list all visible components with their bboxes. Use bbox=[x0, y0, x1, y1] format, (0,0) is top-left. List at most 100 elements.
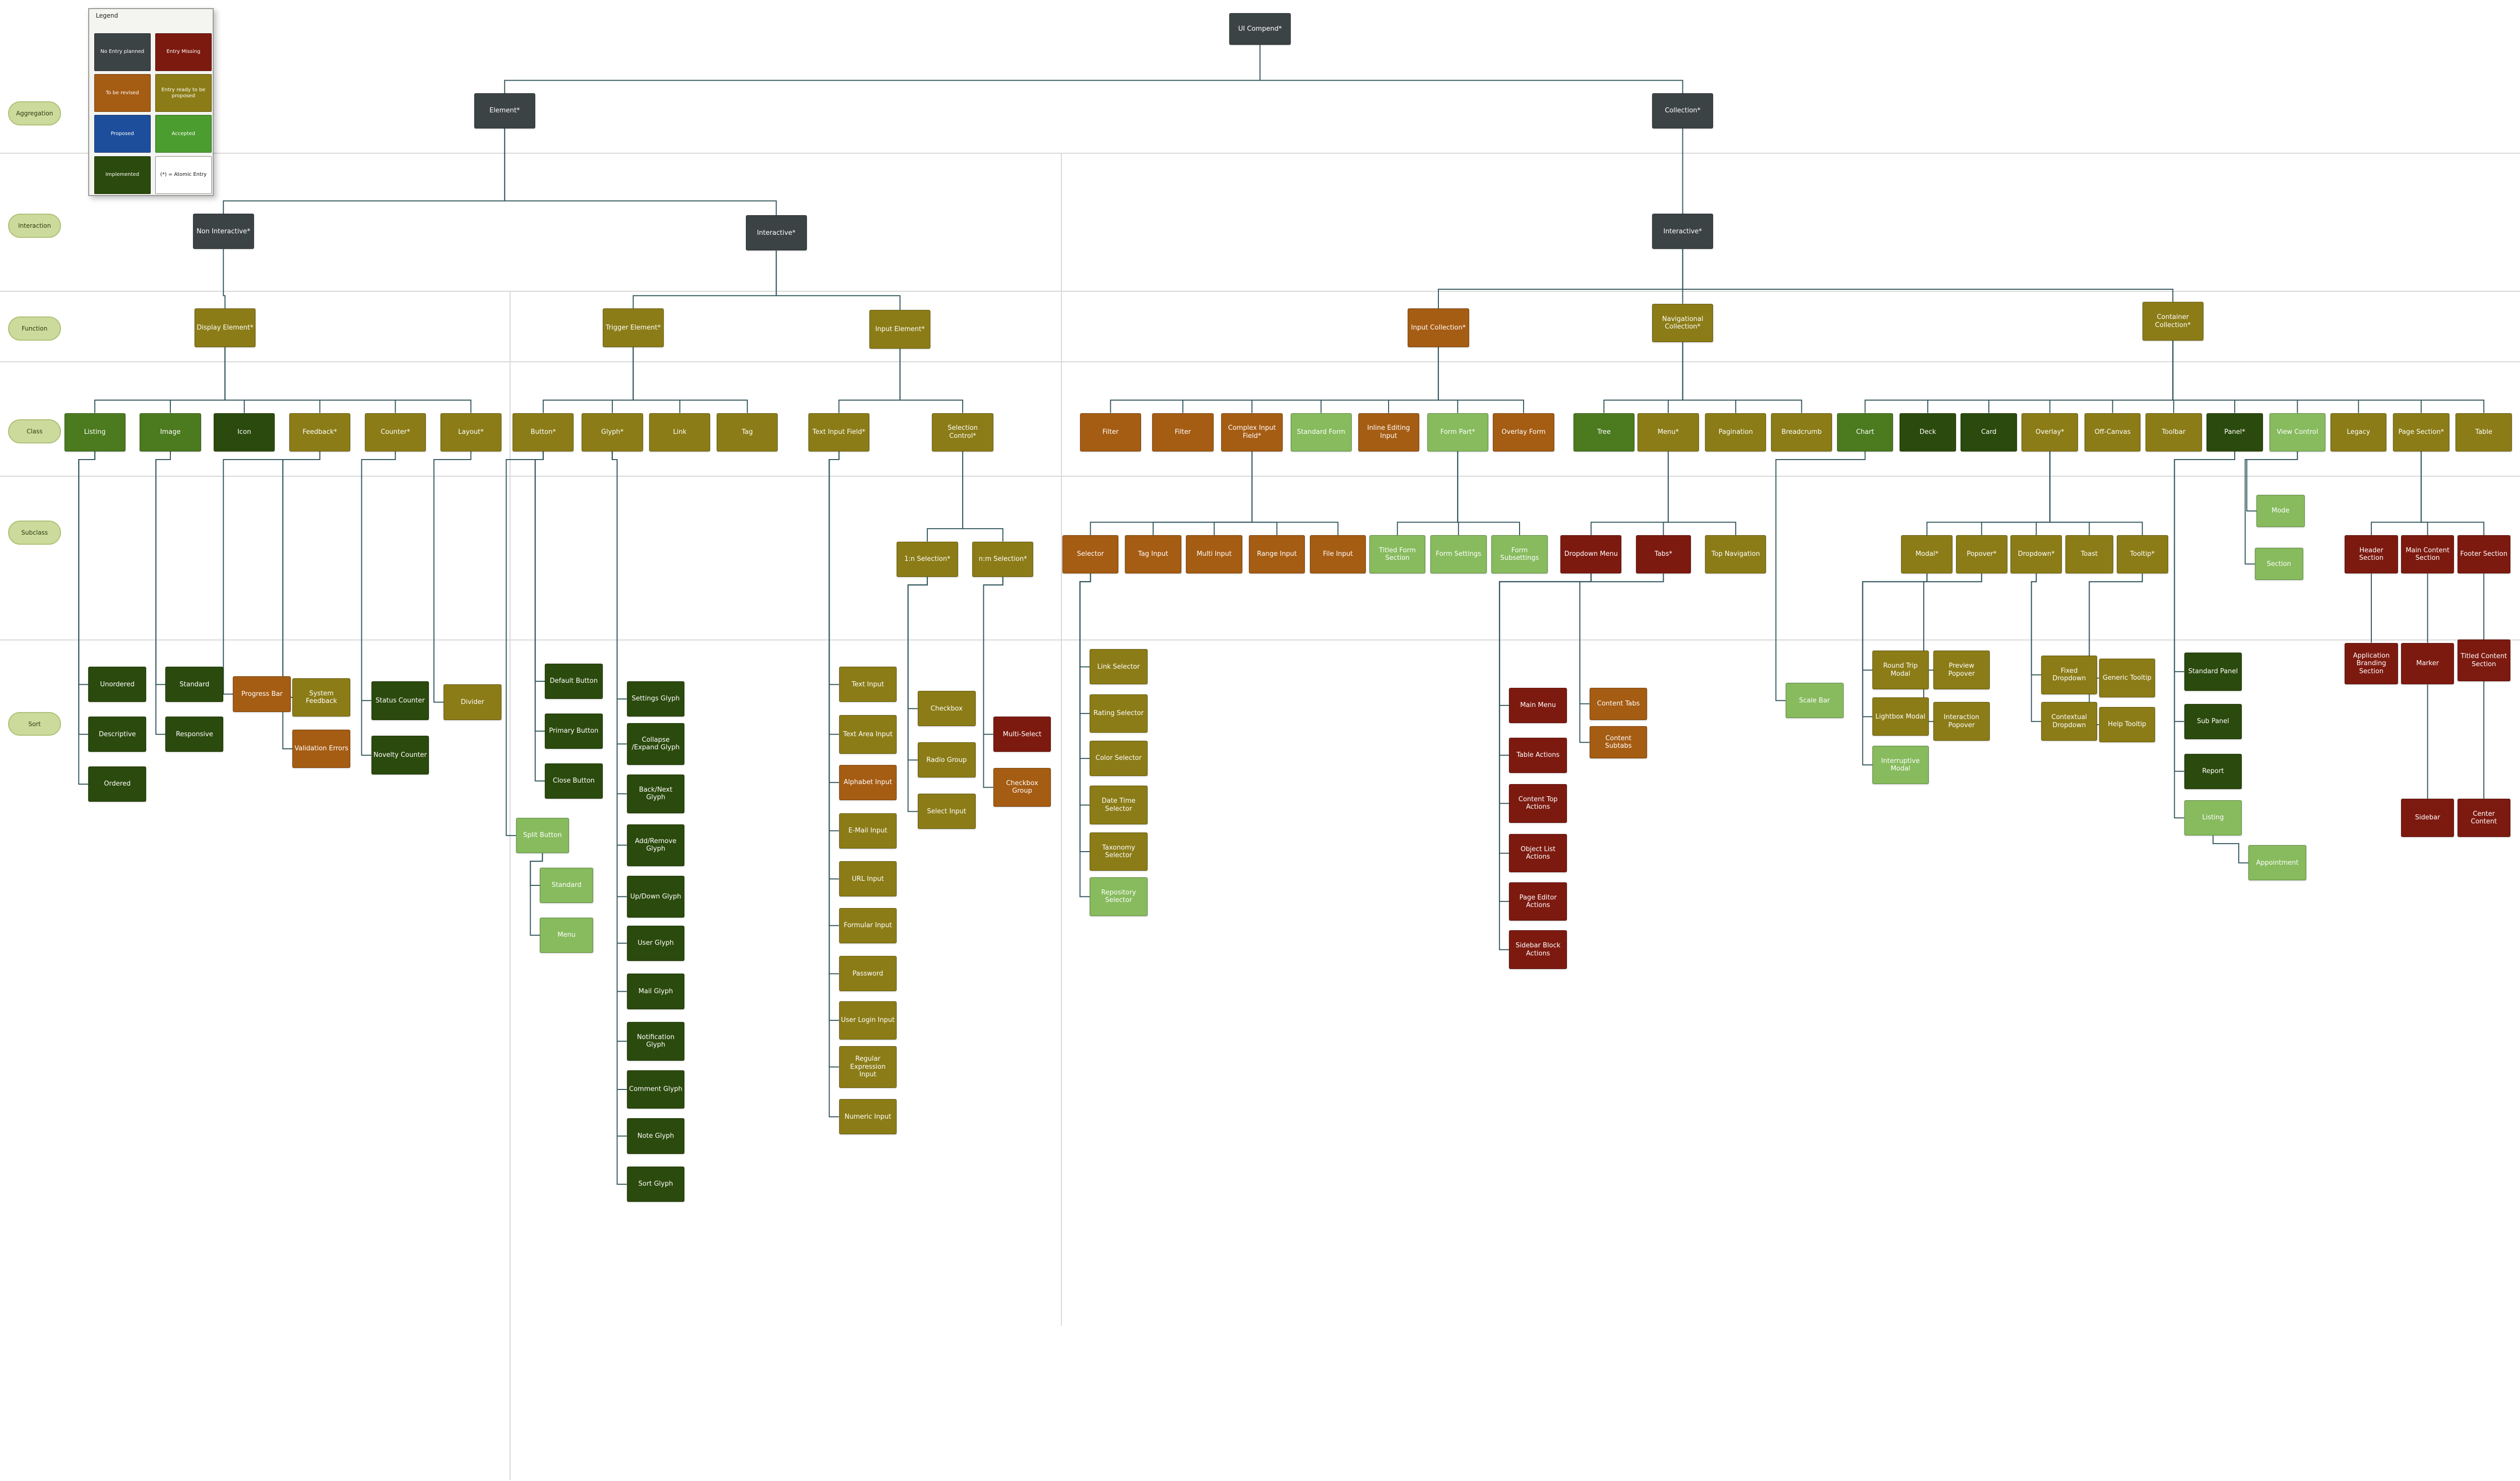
node-range-input[interactable]: Range Input bbox=[1248, 535, 1305, 574]
node-appointment[interactable]: Appointment bbox=[2248, 845, 2306, 881]
node-mail-glyph[interactable]: Mail Glyph bbox=[626, 974, 685, 1009]
node-tag-input[interactable]: Tag Input bbox=[1125, 535, 1181, 574]
node-status-counter[interactable]: Status Counter bbox=[371, 681, 429, 720]
node-standard-button[interactable]: Standard bbox=[540, 867, 593, 904]
node-popover[interactable]: Popover* bbox=[1956, 535, 2007, 574]
node-standard-form[interactable]: Standard Form bbox=[1290, 413, 1352, 452]
node-add-remove-glyph[interactable]: Add/Remove Glyph bbox=[626, 824, 685, 866]
node-image[interactable]: Image bbox=[140, 413, 201, 452]
node-regular-expression-input[interactable]: Regular Expression Input bbox=[839, 1046, 897, 1088]
node-standard-image[interactable]: Standard bbox=[165, 667, 224, 702]
node-menu[interactable]: Menu* bbox=[1637, 413, 1699, 452]
node-generic-tooltip[interactable]: Generic Tooltip bbox=[2099, 659, 2156, 697]
node-toast[interactable]: Toast bbox=[2065, 535, 2114, 574]
node-header-section[interactable]: Header Section bbox=[2345, 535, 2398, 574]
node-legacy[interactable]: Legacy bbox=[2330, 413, 2387, 452]
node-form-settings[interactable]: Form Settings bbox=[1430, 535, 1487, 574]
node-counter[interactable]: Counter* bbox=[364, 413, 426, 452]
node-mode[interactable]: Mode bbox=[2256, 495, 2305, 527]
node-selection-control[interactable]: Selection Control* bbox=[932, 413, 993, 452]
node-breadcrumb[interactable]: Breadcrumb bbox=[1771, 413, 1833, 452]
node-checkbox[interactable]: Checkbox bbox=[917, 691, 976, 727]
node-numeric-input[interactable]: Numeric Input bbox=[839, 1099, 897, 1135]
node-alphabet-input[interactable]: Alphabet Input bbox=[839, 764, 897, 800]
node-titled-content-section[interactable]: Titled Content Section bbox=[2457, 639, 2510, 682]
node-form-subsettings[interactable]: Form Subsettings bbox=[1491, 535, 1548, 574]
node-display-element[interactable]: Display Element* bbox=[194, 308, 256, 347]
node-page-editor-actions[interactable]: Page Editor Actions bbox=[1509, 882, 1567, 921]
node-fixed-dropdown[interactable]: Fixed Dropdown bbox=[2041, 656, 2098, 694]
node-novelty-counter[interactable]: Novelty Counter bbox=[371, 736, 429, 775]
node-collection[interactable]: Collection* bbox=[1652, 93, 1714, 129]
node-notification-glyph[interactable]: Notification Glyph bbox=[626, 1022, 685, 1061]
node-complex-input-field[interactable]: Complex Input Field* bbox=[1221, 413, 1283, 452]
node-content-tabs[interactable]: Content Tabs bbox=[1589, 687, 1648, 720]
node-table[interactable]: Table bbox=[2455, 413, 2512, 452]
node-up-down-glyph[interactable]: Up/Down Glyph bbox=[626, 875, 685, 918]
node-text-input-field[interactable]: Text Input Field* bbox=[808, 413, 870, 452]
node-button[interactable]: Button* bbox=[513, 413, 574, 452]
node-round-trip-modal[interactable]: Round Trip Modal bbox=[1872, 651, 1929, 689]
node-titled-form-section[interactable]: Titled Form Section bbox=[1369, 535, 1426, 574]
node-tabs[interactable]: Tabs* bbox=[1636, 535, 1691, 574]
node-input-collection[interactable]: Input Collection* bbox=[1408, 308, 1469, 347]
node-off-canvas[interactable]: Off-Canvas bbox=[2084, 413, 2141, 452]
node-listing[interactable]: Listing bbox=[64, 413, 125, 452]
node-nav-collection[interactable]: Navigational Collection* bbox=[1652, 303, 1714, 343]
node-responsive[interactable]: Responsive bbox=[165, 717, 224, 752]
node-glyph[interactable]: Glyph* bbox=[582, 413, 643, 452]
node-note-glyph[interactable]: Note Glyph bbox=[626, 1118, 685, 1154]
node-tooltip[interactable]: Tooltip* bbox=[2116, 535, 2168, 574]
node-content-top-actions[interactable]: Content Top Actions bbox=[1509, 784, 1567, 823]
node-interruptive-modal[interactable]: Interruptive Modal bbox=[1872, 745, 1929, 785]
node-deck[interactable]: Deck bbox=[1900, 413, 1956, 452]
node-pagination[interactable]: Pagination bbox=[1705, 413, 1767, 452]
node-close-button[interactable]: Close Button bbox=[544, 763, 603, 799]
node-element[interactable]: Element* bbox=[474, 93, 535, 129]
node-system-feedback[interactable]: System Feedback bbox=[292, 678, 351, 717]
node-form-part[interactable]: Form Part* bbox=[1427, 413, 1488, 452]
node-taxonomy-selector[interactable]: Taxonomy Selector bbox=[1089, 832, 1148, 871]
node-main-menu[interactable]: Main Menu bbox=[1509, 687, 1567, 723]
node-inline-editing-input[interactable]: Inline Editing Input bbox=[1358, 413, 1419, 452]
node-interaction-popover[interactable]: Interaction Popover bbox=[1933, 702, 1990, 741]
node-repository-selector[interactable]: Repository Selector bbox=[1089, 877, 1148, 916]
node-panel[interactable]: Panel* bbox=[2207, 413, 2263, 452]
node-tag[interactable]: Tag bbox=[717, 413, 778, 452]
node-feedback[interactable]: Feedback* bbox=[289, 413, 351, 452]
node-link[interactable]: Link bbox=[649, 413, 711, 452]
node-sidebar-block-actions[interactable]: Sidebar Block Actions bbox=[1509, 930, 1567, 969]
node-section[interactable]: Section bbox=[2254, 548, 2303, 581]
node-sort-glyph[interactable]: Sort Glyph bbox=[626, 1167, 685, 1202]
node-settings-glyph[interactable]: Settings Glyph bbox=[626, 681, 685, 717]
node-listing-panel[interactable]: Listing bbox=[2184, 800, 2242, 836]
node-view-control[interactable]: View Control bbox=[2269, 413, 2326, 452]
node-menu-button[interactable]: Menu bbox=[540, 917, 593, 953]
node-scale-bar[interactable]: Scale Bar bbox=[1785, 683, 1844, 719]
node-split-button[interactable]: Split Button bbox=[516, 818, 569, 854]
node-filter-1[interactable]: Filter bbox=[1080, 413, 1142, 452]
node-standard-panel[interactable]: Standard Panel bbox=[2184, 652, 2242, 691]
node-sel-nm[interactable]: n:m Selection* bbox=[972, 541, 1034, 577]
node-input-element[interactable]: Input Element* bbox=[869, 310, 931, 349]
node-chart[interactable]: Chart bbox=[1837, 413, 1894, 452]
node-card[interactable]: Card bbox=[1961, 413, 2017, 452]
node-toolbar[interactable]: Toolbar bbox=[2146, 413, 2202, 452]
node-top-navigation[interactable]: Top Navigation bbox=[1705, 535, 1767, 574]
node-icon[interactable]: Icon bbox=[214, 413, 275, 452]
node-checkbox-group[interactable]: Checkbox Group bbox=[993, 768, 1051, 807]
node-contextual-dropdown[interactable]: Contextual Dropdown bbox=[2041, 702, 2098, 741]
node-filter-2[interactable]: Filter bbox=[1152, 413, 1214, 452]
node-non-interactive[interactable]: Non Interactive* bbox=[193, 214, 254, 249]
node-validation-errors[interactable]: Validation Errors bbox=[292, 729, 351, 768]
node-sub-panel[interactable]: Sub Panel bbox=[2184, 703, 2242, 739]
node-overlay[interactable]: Overlay* bbox=[2022, 413, 2078, 452]
node-interactive-collection[interactable]: Interactive* bbox=[1652, 214, 1714, 249]
node-divider[interactable]: Divider bbox=[444, 684, 501, 720]
node-object-list-actions[interactable]: Object List Actions bbox=[1509, 833, 1567, 873]
node-radio-group[interactable]: Radio Group bbox=[917, 742, 976, 778]
node-e-mail-input[interactable]: E-Mail Input bbox=[839, 813, 897, 849]
node-help-tooltip[interactable]: Help Tooltip bbox=[2099, 707, 2156, 743]
node-rating-selector[interactable]: Rating Selector bbox=[1089, 694, 1148, 733]
node-tree[interactable]: Tree bbox=[1573, 413, 1634, 452]
